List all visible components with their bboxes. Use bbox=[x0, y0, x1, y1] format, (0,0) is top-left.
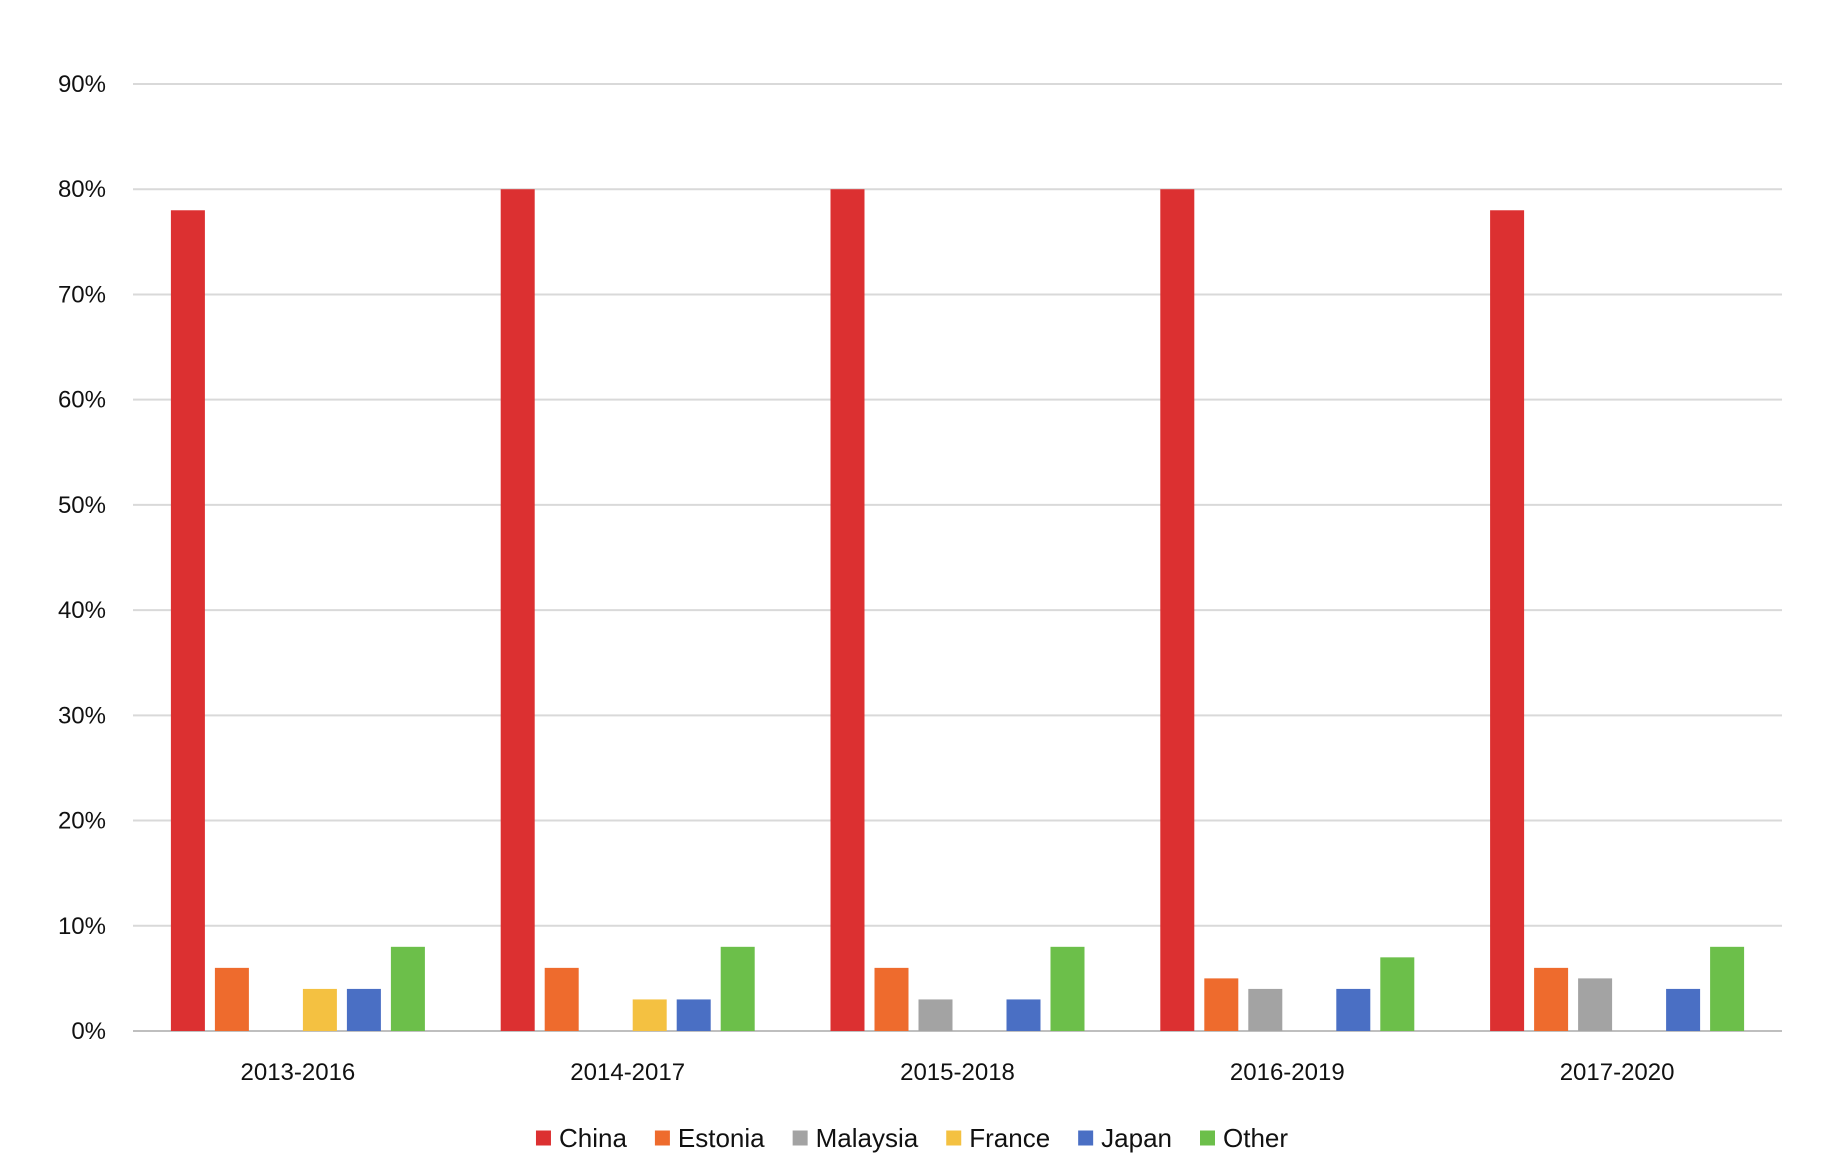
legend-item: Other bbox=[1200, 1123, 1288, 1153]
legend-swatch bbox=[946, 1130, 962, 1146]
y-tick-label: 10% bbox=[58, 913, 106, 940]
bar-other bbox=[390, 946, 425, 1031]
bar-estonia bbox=[874, 967, 909, 1031]
bars bbox=[170, 189, 1745, 1031]
bar-japan bbox=[346, 988, 381, 1031]
legend-swatch bbox=[1078, 1130, 1094, 1146]
legend-label: Malaysia bbox=[816, 1123, 919, 1153]
legend-item: Malaysia bbox=[792, 1123, 919, 1153]
x-tick-label: 2015-2018 bbox=[900, 1059, 1015, 1086]
bar-malaysia bbox=[1578, 978, 1613, 1031]
bar-japan bbox=[1336, 988, 1371, 1031]
bar-france bbox=[302, 988, 337, 1031]
y-tick-label: 40% bbox=[58, 597, 106, 624]
bar-china bbox=[1160, 189, 1195, 1031]
legend-label: Estonia bbox=[678, 1123, 765, 1153]
legend-label: Japan bbox=[1101, 1123, 1172, 1153]
legend-swatch bbox=[654, 1130, 670, 1146]
bar-china bbox=[170, 210, 205, 1031]
legend-item: China bbox=[535, 1123, 627, 1153]
legend-swatch bbox=[535, 1130, 551, 1146]
legend-label: Other bbox=[1223, 1123, 1288, 1153]
bar-malaysia bbox=[918, 999, 953, 1031]
legend-item: Estonia bbox=[654, 1123, 765, 1153]
bar-other bbox=[1710, 946, 1745, 1031]
y-tick-label: 60% bbox=[58, 387, 106, 414]
y-tick-label: 50% bbox=[58, 492, 106, 519]
legend-item: Japan bbox=[1078, 1123, 1172, 1153]
bar-other bbox=[720, 946, 755, 1031]
y-tick-label: 80% bbox=[58, 176, 106, 203]
y-tick-label: 0% bbox=[71, 1018, 106, 1045]
bar-estonia bbox=[214, 967, 249, 1031]
gridlines bbox=[133, 83, 1782, 1032]
bar-japan bbox=[1006, 999, 1041, 1031]
bar-china bbox=[500, 189, 535, 1031]
bar-estonia bbox=[544, 967, 579, 1031]
legend-swatch bbox=[792, 1130, 808, 1146]
x-axis-tick-labels: 2013-2016 2014-2017 2015-2018 2016-2019 2017… bbox=[241, 1059, 1675, 1086]
y-tick-label: 20% bbox=[58, 808, 106, 835]
bar-france bbox=[632, 999, 667, 1031]
bar-other bbox=[1050, 946, 1085, 1031]
legend-swatch bbox=[1200, 1130, 1215, 1146]
legend: China Estonia Malaysia France Japan Other bbox=[535, 1123, 1288, 1153]
bar-estonia bbox=[1534, 967, 1569, 1031]
x-tick-label: 2014-2017 bbox=[570, 1059, 685, 1086]
y-tick-label: 90% bbox=[58, 71, 106, 98]
x-tick-label: 2016-2019 bbox=[1230, 1059, 1345, 1086]
bar-malaysia bbox=[1248, 988, 1283, 1031]
x-tick-label: 2017-2020 bbox=[1560, 1059, 1675, 1086]
y-axis-tick-labels: 0% 10% 20% 30% 40% 50% 60% 70% 80% 90% bbox=[58, 71, 106, 1045]
y-tick-label: 70% bbox=[58, 281, 106, 308]
bar-japan bbox=[676, 999, 711, 1031]
bar-other bbox=[1380, 957, 1415, 1031]
y-tick-label: 30% bbox=[58, 702, 106, 729]
legend-item: France bbox=[946, 1123, 1050, 1153]
legend-label: China bbox=[559, 1123, 627, 1153]
bar-japan bbox=[1666, 988, 1701, 1031]
bar-china bbox=[1490, 210, 1525, 1031]
legend-label: France bbox=[969, 1123, 1050, 1153]
bar-estonia bbox=[1204, 978, 1239, 1031]
bar-china bbox=[830, 189, 865, 1031]
x-tick-label: 2013-2016 bbox=[241, 1059, 356, 1086]
